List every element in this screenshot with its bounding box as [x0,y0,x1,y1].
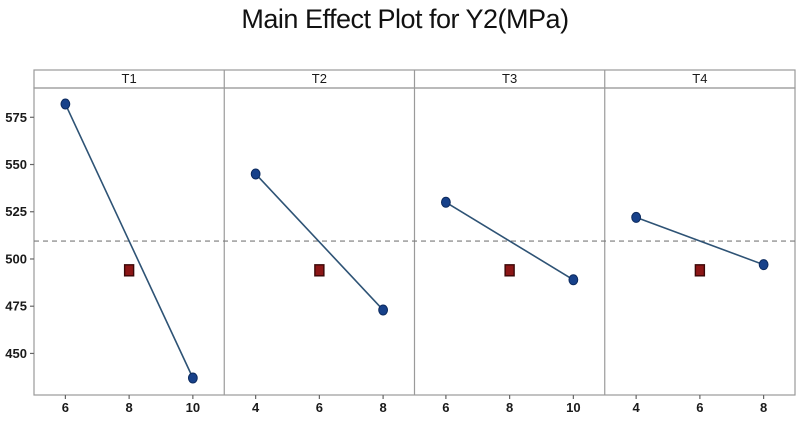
chart-title: Main Effect Plot for Y2(MPa) [241,4,569,34]
data-point [440,196,451,208]
effect-line [635,216,764,266]
data-point [568,274,579,286]
x-tick-label: 4 [252,400,260,415]
center-point-marker [694,264,706,277]
data-point [250,168,261,180]
x-tick-label: 6 [442,400,449,415]
y-tick-label: 550 [5,157,27,172]
x-tick-label: 6 [62,400,69,415]
data-point [631,211,642,223]
y-tick-label: 575 [5,110,27,125]
y-tick-label: 475 [5,299,27,314]
x-tick-label: 6 [696,400,703,415]
data-point [60,98,71,110]
x-tick-label: 10 [566,400,580,415]
effect-line [64,103,194,379]
center-point-marker [314,264,325,277]
x-tick-label: 6 [316,400,323,415]
center-point-marker [123,264,135,277]
effect-line [255,173,384,311]
panel-header-label: T1 [122,71,137,86]
y-tick-label: 525 [5,204,27,219]
panel-header-label: T2 [312,71,327,86]
center-point-marker [504,264,515,277]
x-tick-label: 8 [126,400,133,415]
data-point [758,259,769,271]
x-tick-label: 4 [633,400,641,415]
x-tick-label: 8 [379,400,386,415]
x-tick-label: 8 [760,400,767,415]
panel-header-label: T3 [502,71,517,86]
y-tick-label: 500 [5,251,27,266]
data-point [187,372,198,384]
data-point [378,304,389,316]
y-tick-label: 450 [5,346,27,361]
effect-line [445,201,574,281]
x-tick-label: 8 [506,400,513,415]
x-tick-label: 10 [186,400,200,415]
panel-header-label: T4 [692,71,707,86]
